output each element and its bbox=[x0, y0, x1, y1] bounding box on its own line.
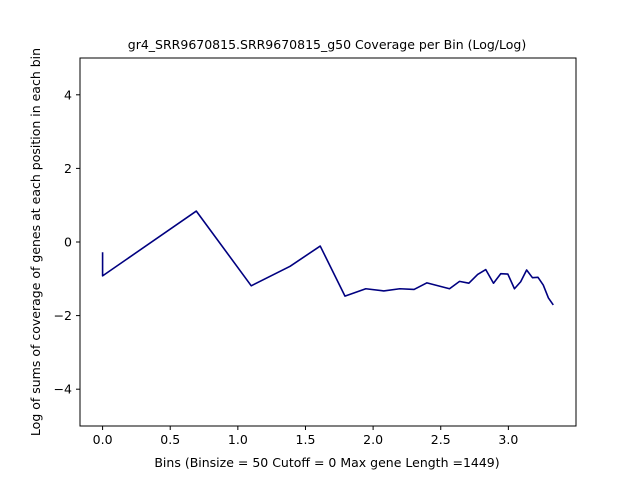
x-tick-label: 1.0 bbox=[228, 432, 248, 447]
x-tick-label: 3.0 bbox=[498, 432, 518, 447]
y-axis-title: Log of sums of coverage of genes at each… bbox=[28, 48, 43, 436]
chart-title: gr4_SRR9670815.SRR9670815_g50 Coverage p… bbox=[128, 37, 526, 52]
plot-area: 0.0 0.5 1.0 1.5 2.0 2.5 3.0 −4 −2 0 2 4 bbox=[54, 57, 577, 447]
x-tick-label: 2.0 bbox=[363, 432, 383, 447]
y-tick-label: 0 bbox=[64, 235, 72, 250]
x-tick-label: 1.5 bbox=[296, 432, 316, 447]
y-tick-label: 4 bbox=[64, 87, 72, 102]
series-line-0 bbox=[101, 210, 554, 306]
plot-frame bbox=[79, 57, 577, 427]
y-tick-label: −4 bbox=[54, 382, 72, 397]
y-tick-label: 2 bbox=[64, 161, 72, 176]
x-axis-title: Bins (Binsize = 50 Cutoff = 0 Max gene L… bbox=[154, 455, 499, 470]
x-tick-label: 0.0 bbox=[93, 432, 113, 447]
x-tick-label: 0.5 bbox=[160, 432, 180, 447]
y-tick-label: −2 bbox=[54, 308, 72, 323]
x-tick-label: 2.5 bbox=[431, 432, 451, 447]
